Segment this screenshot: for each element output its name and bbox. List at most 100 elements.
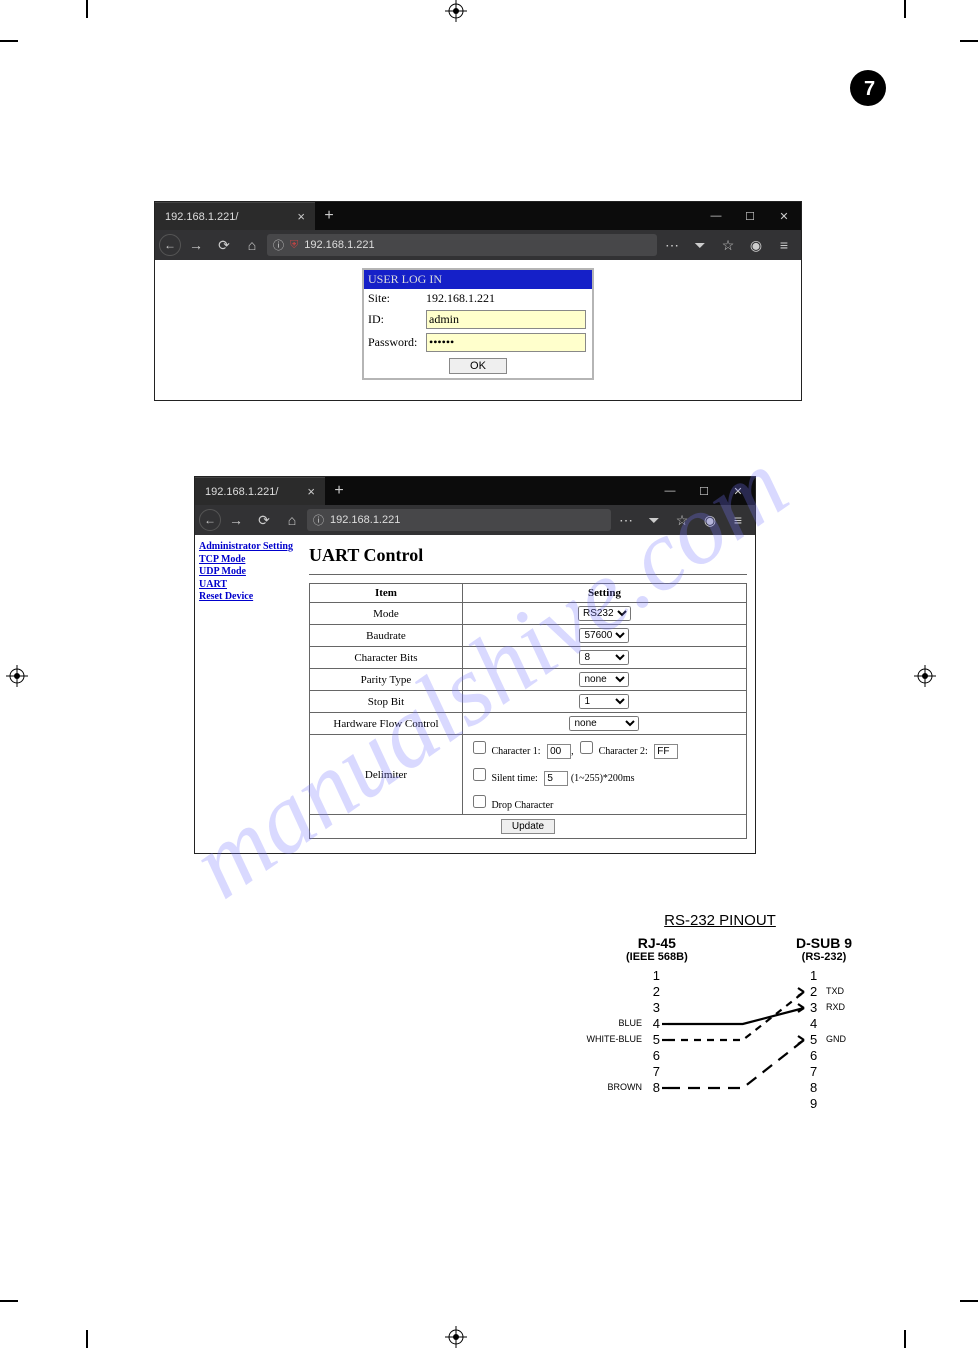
reload-icon[interactable]: ⟳ [251, 507, 277, 533]
window-maximize-icon[interactable]: ☐ [733, 202, 767, 230]
right-pin-number: 4 [810, 1016, 824, 1031]
url-text: 192.168.1.221 [330, 514, 400, 526]
nav-toolbar: ← → ⟳ ⌂ ⓘ ⛨ 192.168.1.221 ⋯ ⏷ ☆ ◉ ≡ [155, 230, 801, 260]
sidebar-link-tcp[interactable]: TCP Mode [199, 554, 297, 567]
right-pin-number: 8 [810, 1080, 824, 1095]
sidebar-link-admin[interactable]: Administrator Setting [199, 541, 297, 554]
menu-hamburger-icon[interactable]: ≡ [725, 507, 751, 533]
home-icon[interactable]: ⌂ [279, 507, 305, 533]
sidebar-link-uart[interactable]: UART [199, 579, 297, 592]
window-maximize-icon[interactable]: ☐ [687, 477, 721, 505]
crop-mark [0, 40, 18, 42]
id-input[interactable] [426, 310, 586, 329]
browser-tab[interactable]: 192.168.1.221/ × [155, 202, 315, 230]
right-pin-number: 3 [810, 1000, 824, 1015]
drop-checkbox[interactable] [473, 795, 486, 808]
row-stop-label: Stop Bit [310, 691, 463, 713]
col-item: Item [310, 584, 463, 603]
site-value: 192.168.1.221 [422, 289, 592, 308]
right-pin-label: GND [826, 1034, 846, 1044]
left-pin-number: 6 [646, 1048, 660, 1063]
reload-icon[interactable]: ⟳ [211, 232, 237, 258]
silent-checkbox[interactable] [473, 768, 486, 781]
crop-mark [904, 1330, 906, 1348]
drop-label: Drop Character [491, 800, 553, 811]
row-mode-label: Mode [310, 603, 463, 625]
uart-heading: UART Control [309, 545, 747, 566]
window-close-icon[interactable]: ✕ [767, 202, 801, 230]
char2-input[interactable] [654, 744, 678, 759]
registration-mark-icon [914, 665, 936, 687]
left-pin-number: 8 [646, 1080, 660, 1095]
parity-select[interactable]: none [579, 672, 629, 687]
row-baud-label: Baudrate [310, 625, 463, 647]
baud-select[interactable]: 57600 [579, 628, 629, 643]
update-button[interactable]: Update [501, 819, 555, 834]
uart-sidebar: Administrator Setting TCP Mode UDP Mode … [195, 535, 301, 853]
home-icon[interactable]: ⌂ [239, 232, 265, 258]
silent-suffix: (1~255)*200ms [571, 773, 635, 784]
more-icon[interactable]: ⋯ [613, 507, 639, 533]
char1-input[interactable] [547, 744, 571, 759]
login-panel: USER LOG IN Site: 192.168.1.221 ID: Pass… [362, 268, 594, 380]
account-icon[interactable]: ◉ [743, 232, 769, 258]
right-pin-label: RXD [826, 1002, 845, 1012]
forward-icon[interactable]: → [223, 507, 249, 533]
site-label: Site: [364, 289, 422, 308]
login-page-content: USER LOG IN Site: 192.168.1.221 ID: Pass… [155, 260, 801, 400]
close-tab-icon[interactable]: × [289, 209, 305, 224]
login-title: USER LOG IN [364, 270, 592, 289]
char1-label: Character 1: [491, 746, 540, 757]
tracking-shield-icon[interactable]: ⛨ [290, 239, 298, 252]
browser-tab[interactable]: 192.168.1.221/ × [195, 477, 325, 505]
uart-settings-table: Item Setting Mode RS232 Baudrate 57600 C… [309, 583, 747, 839]
new-tab-button[interactable]: + [325, 477, 353, 505]
account-icon[interactable]: ◉ [697, 507, 723, 533]
sidebar-link-udp[interactable]: UDP Mode [199, 566, 297, 579]
menu-hamburger-icon[interactable]: ≡ [771, 232, 797, 258]
forward-icon[interactable]: → [183, 232, 209, 258]
nav-toolbar: ← → ⟳ ⌂ ⓘ 192.168.1.221 ⋯ ⏷ ☆ ◉ ≡ [195, 505, 755, 535]
close-tab-icon[interactable]: × [299, 484, 315, 499]
sidebar-link-reset[interactable]: Reset Device [199, 591, 297, 604]
window-minimize-icon[interactable]: — [699, 202, 733, 230]
char1-checkbox[interactable] [473, 741, 486, 754]
silent-input[interactable] [544, 771, 568, 786]
window-minimize-icon[interactable]: — [653, 477, 687, 505]
bookmark-star-icon[interactable]: ☆ [715, 232, 741, 258]
left-pin-label: BROWN [580, 1082, 642, 1092]
left-pin-number: 5 [646, 1032, 660, 1047]
site-info-icon[interactable]: ⓘ [313, 512, 324, 528]
mode-select[interactable]: RS232 [578, 606, 631, 621]
pocket-icon[interactable]: ⏷ [641, 507, 667, 533]
tab-bar: 192.168.1.221/ × + — ☐ ✕ [195, 477, 755, 505]
registration-mark-icon [445, 1326, 467, 1348]
back-icon[interactable]: ← [159, 234, 181, 256]
right-pin-number: 1 [810, 968, 824, 983]
url-bar[interactable]: ⓘ 192.168.1.221 [307, 509, 611, 531]
right-pin-number: 5 [810, 1032, 824, 1047]
delimiter-cell: Character 1: , Character 2: Silent time:… [462, 735, 746, 815]
stop-select[interactable]: 1 [579, 694, 629, 709]
login-table: Site: 192.168.1.221 ID: Password: OK [364, 289, 592, 378]
new-tab-button[interactable]: + [315, 202, 343, 230]
ok-button[interactable]: OK [449, 358, 507, 374]
url-text: 192.168.1.221 [304, 239, 374, 251]
pocket-icon[interactable]: ⏷ [687, 232, 713, 258]
flow-select[interactable]: none [569, 716, 639, 731]
more-icon[interactable]: ⋯ [659, 232, 685, 258]
left-pin-number: 4 [646, 1016, 660, 1031]
window-close-icon[interactable]: ✕ [721, 477, 755, 505]
site-info-icon[interactable]: ⓘ [273, 237, 284, 253]
crop-mark [0, 1300, 18, 1302]
password-label: Password: [364, 331, 422, 354]
char2-checkbox[interactable] [580, 741, 593, 754]
bookmark-star-icon[interactable]: ☆ [669, 507, 695, 533]
back-icon[interactable]: ← [199, 509, 221, 531]
left-pin-number: 2 [646, 984, 660, 999]
charbits-select[interactable]: 8 [579, 650, 629, 665]
crop-mark [86, 0, 88, 18]
password-input[interactable] [426, 333, 586, 352]
url-bar[interactable]: ⓘ ⛨ 192.168.1.221 [267, 234, 657, 256]
left-pin-label: BLUE [580, 1018, 642, 1028]
